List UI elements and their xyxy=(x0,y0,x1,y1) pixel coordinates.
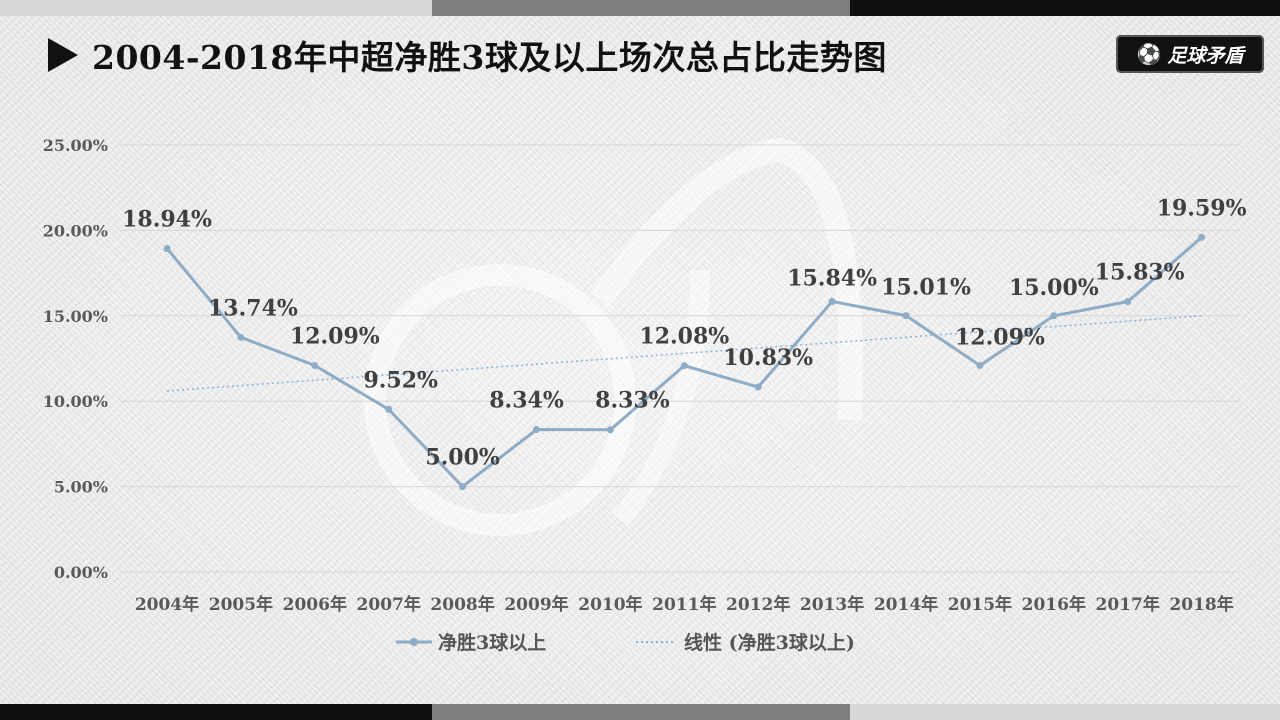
data-point xyxy=(680,362,688,370)
y-tick-label: 5.00% xyxy=(54,478,108,497)
top-bar-light xyxy=(0,0,432,16)
data-label: 8.34% xyxy=(489,388,564,414)
data-label: 12.09% xyxy=(955,325,1045,351)
data-label: 18.94% xyxy=(122,207,212,233)
data-label: 5.00% xyxy=(425,445,500,471)
data-point xyxy=(828,297,836,305)
x-tick-label: 2006年 xyxy=(283,594,347,615)
data-point xyxy=(1050,312,1058,320)
x-tick-label: 2014年 xyxy=(874,594,938,615)
data-label: 12.08% xyxy=(639,324,729,350)
data-point xyxy=(1198,233,1206,241)
data-label: 8.33% xyxy=(595,388,670,414)
y-tick-label: 25.00% xyxy=(43,136,108,155)
x-tick-label: 2012年 xyxy=(726,594,790,615)
data-point xyxy=(163,245,171,253)
x-tick-label: 2005年 xyxy=(209,594,273,615)
top-bar-dark xyxy=(850,0,1280,16)
data-point xyxy=(533,426,540,434)
data-point xyxy=(237,333,245,341)
data-point xyxy=(311,362,319,370)
x-tick-label: 2011年 xyxy=(652,594,716,615)
x-tick-label: 2004年 xyxy=(135,594,199,615)
y-tick-label: 0.00% xyxy=(54,563,108,582)
brand-logo: ⚽ 足球矛盾 xyxy=(1116,35,1264,73)
x-tick-label: 2013年 xyxy=(800,594,864,615)
soccer-ball-icon: ⚽ xyxy=(1136,42,1162,66)
data-point xyxy=(385,405,393,413)
y-tick-label: 15.00% xyxy=(43,307,108,326)
data-label: 19.59% xyxy=(1157,195,1247,221)
title-block: 2004-2018年中超净胜3球及以上场次总占比走势图 xyxy=(48,30,887,80)
y-tick-label: 20.00% xyxy=(43,221,108,240)
bottom-bar-light xyxy=(850,704,1280,720)
title-arrow-icon xyxy=(48,38,78,72)
x-tick-label: 2017年 xyxy=(1096,594,1160,615)
chart-title: 2004-2018年中超净胜3球及以上场次总占比走势图 xyxy=(92,38,887,77)
legend-label-series: 净胜3球以上 xyxy=(438,632,547,654)
data-label: 15.00% xyxy=(1009,275,1099,301)
x-tick-label: 2015年 xyxy=(948,594,1012,615)
data-point xyxy=(606,426,614,434)
top-bar-mid xyxy=(432,0,850,16)
data-point xyxy=(902,312,910,320)
data-label: 12.09% xyxy=(290,324,380,350)
bottom-bar-dark xyxy=(0,704,432,720)
data-label: 9.52% xyxy=(363,367,438,393)
data-label: 13.74% xyxy=(208,295,298,321)
data-label: 15.01% xyxy=(881,275,971,301)
bottom-bar-mid xyxy=(432,704,850,720)
x-tick-label: 2010年 xyxy=(578,594,642,615)
data-point xyxy=(1124,298,1132,306)
y-tick-label: 10.00% xyxy=(43,392,108,411)
legend-label-trendline: 线性 (净胜3球以上) xyxy=(684,632,855,654)
x-tick-label: 2007年 xyxy=(357,594,421,615)
legend-item-series: 净胜3球以上 xyxy=(396,628,546,655)
legend-line-marker-icon xyxy=(396,637,432,646)
data-label: 15.83% xyxy=(1095,260,1185,286)
data-label: 15.84% xyxy=(787,265,877,291)
legend: 净胜3球以上 线性 (净胜3球以上) xyxy=(0,628,1280,656)
x-tick-label: 2016年 xyxy=(1022,594,1086,615)
data-point xyxy=(754,383,762,391)
x-tick-label: 2009年 xyxy=(504,594,568,615)
x-tick-label: 2018年 xyxy=(1169,594,1233,615)
data-point xyxy=(976,362,984,370)
brand-logo-text: 足球矛盾 xyxy=(1167,44,1244,67)
data-point xyxy=(459,483,467,491)
legend-item-trendline: 线性 (净胜3球以上) xyxy=(636,628,855,655)
legend-dotted-line-icon xyxy=(636,640,676,643)
data-label: 10.83% xyxy=(723,345,813,371)
x-tick-label: 2008年 xyxy=(430,594,494,615)
